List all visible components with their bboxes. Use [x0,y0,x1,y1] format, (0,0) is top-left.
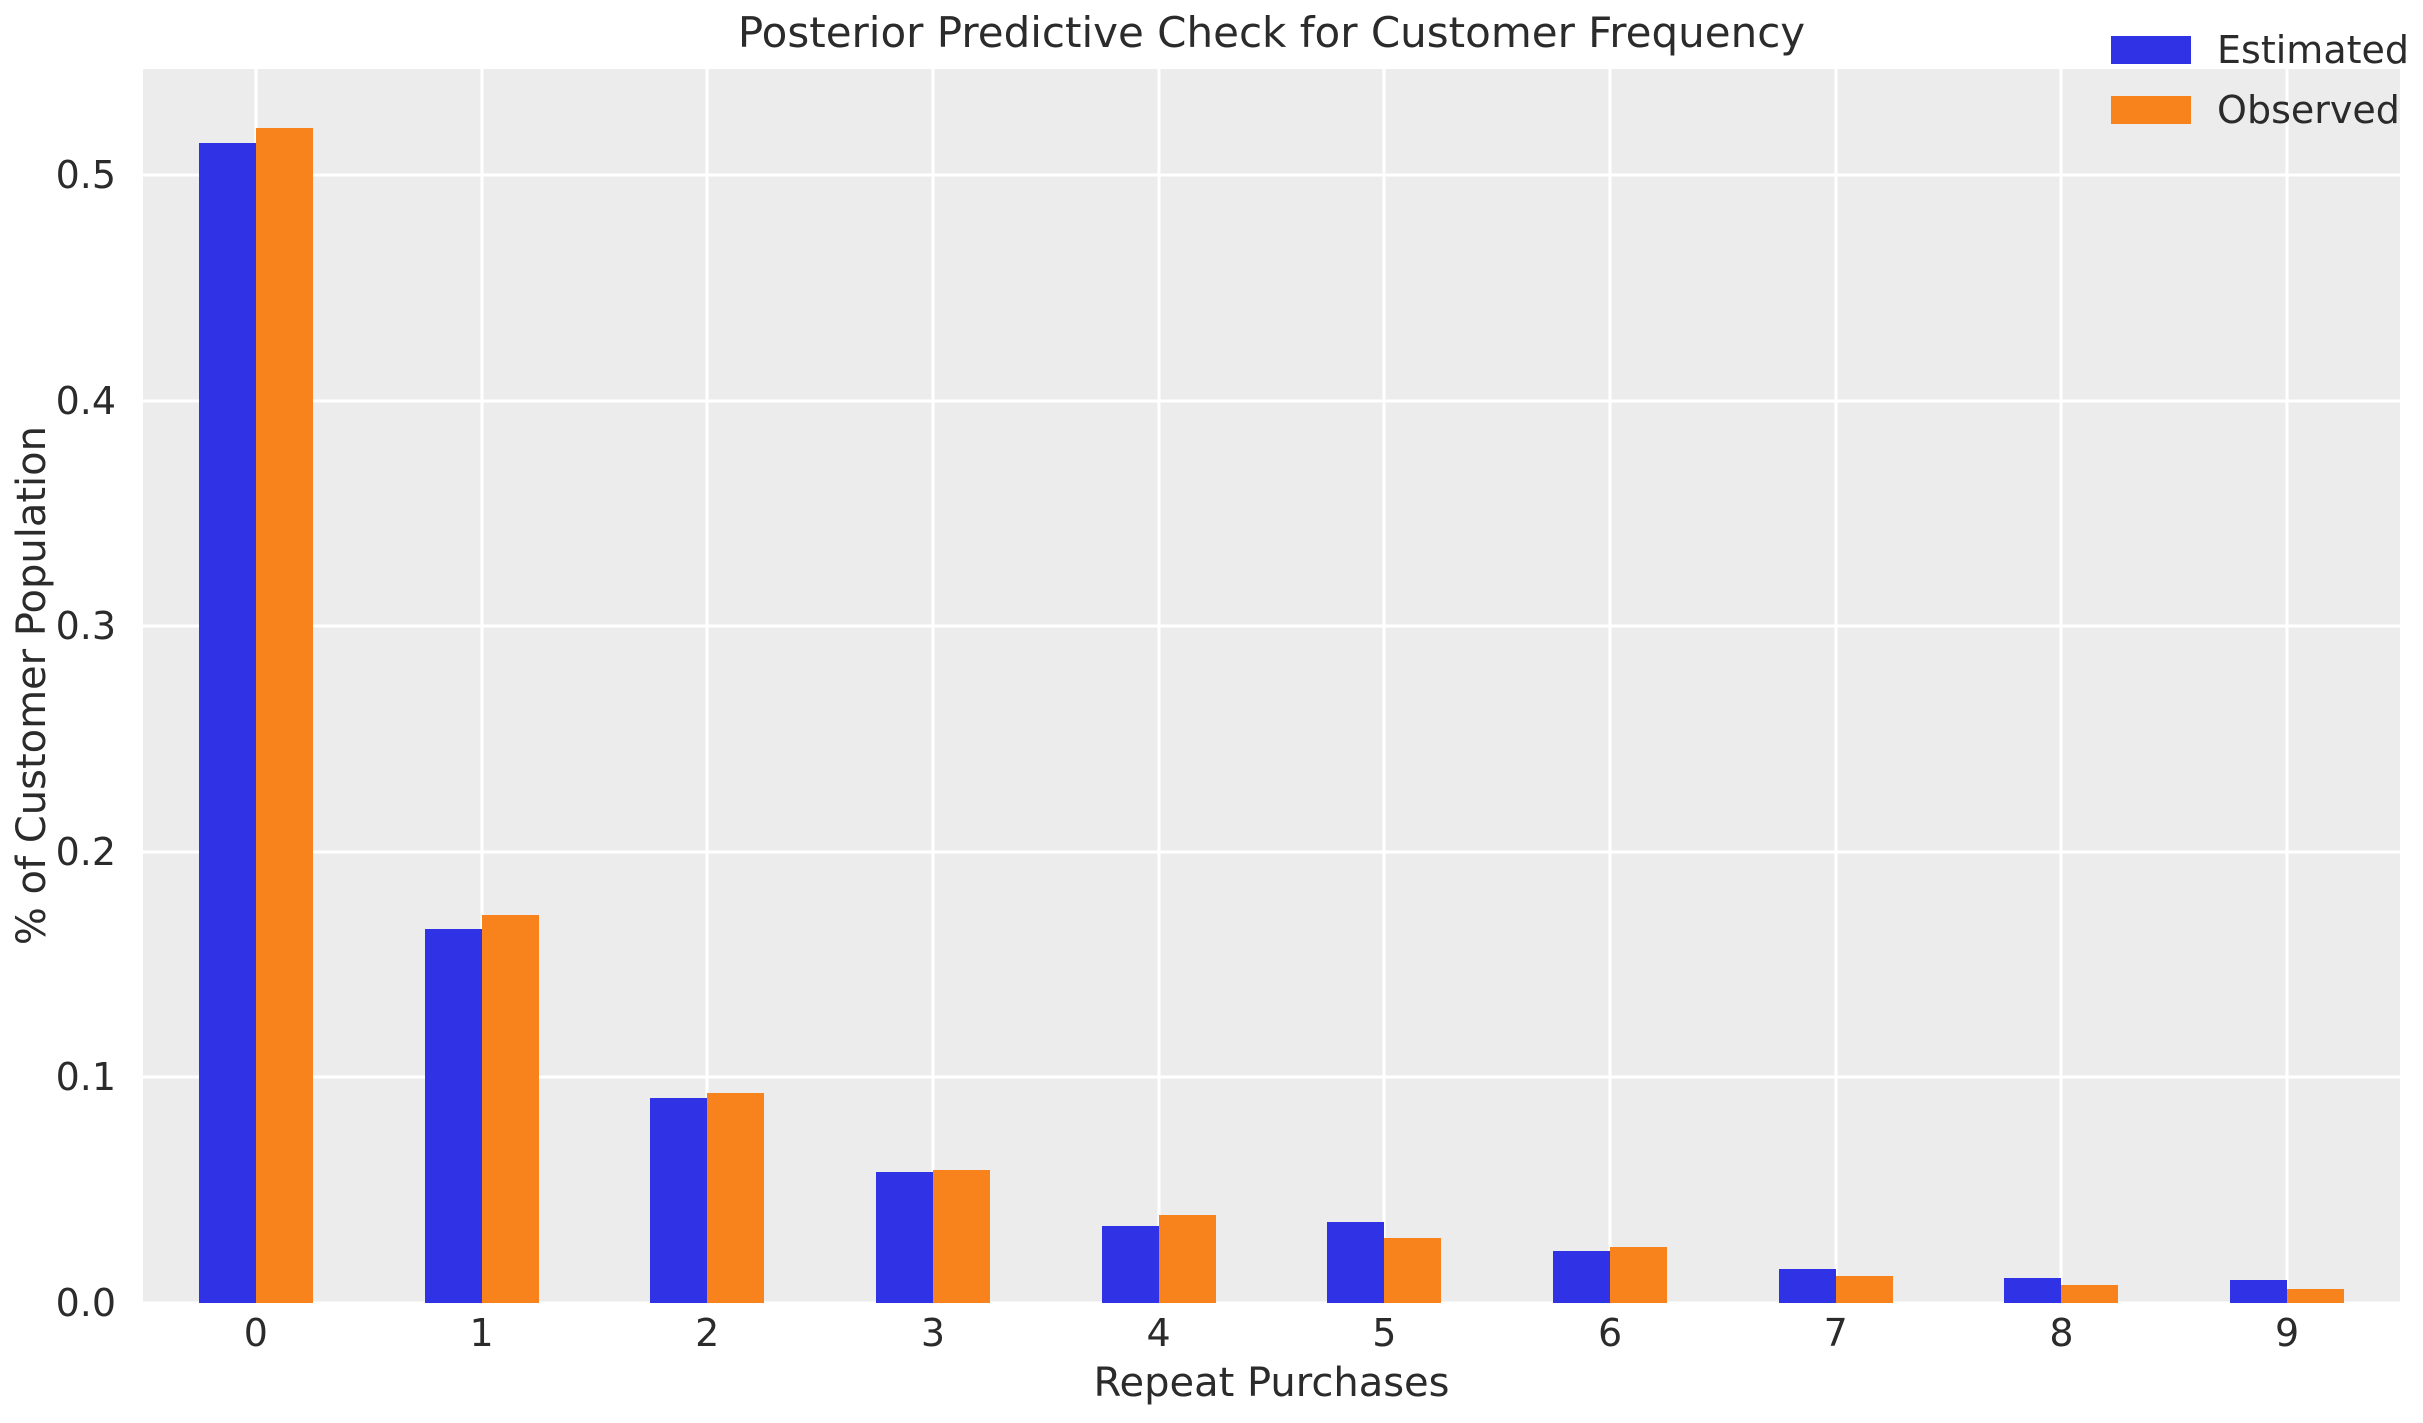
x-axis-tick-labels: 0 1 2 3 4 5 6 7 8 9 [143,1311,2400,1361]
x-tick-label-1: 1 [469,1311,494,1355]
x-tick-label-5: 5 [1372,1311,1397,1355]
bar-observed-8 [2061,1284,2119,1303]
bar-observed-9 [2287,1289,2345,1303]
x-tick-label-0: 0 [243,1311,268,1355]
bar-estimated-6 [1553,1251,1611,1303]
y-tick-label-0.3: 0.3 [55,604,116,649]
gridline-horizontal-0.2 [143,850,2400,854]
bar-observed-5 [1384,1237,1442,1303]
x-tick-label-6: 6 [1597,1311,1623,1355]
y-tick-label-0.5: 0.5 [55,153,116,198]
legend-item-estimated: Estimated [2111,28,2409,72]
gridline-vertical-7 [1834,69,1838,1303]
bar-estimated-4 [1101,1226,1159,1303]
bar-estimated-7 [1778,1269,1836,1303]
x-tick-label-9: 9 [2275,1311,2300,1355]
y-tick-label-0.0: 0.0 [55,1281,116,1325]
chart-title: Posterior Predictive Check for Customer … [737,8,1806,57]
bar-estimated-3 [875,1172,933,1303]
y-tick-label-0.4: 0.4 [55,378,116,423]
y-axis-tick-labels: 0.0 0.1 0.2 0.3 0.4 0.5 [0,69,130,1325]
bar-estimated-0 [198,143,256,1303]
bar-observed-4 [1158,1215,1216,1303]
y-tick-label-0.2: 0.2 [55,829,116,874]
gridline-horizontal-0.3 [143,624,2400,628]
legend-label-observed: Observed [2217,88,2400,132]
legend-swatch-observed [2111,96,2192,124]
bar-observed-3 [932,1169,990,1303]
x-tick-label-4: 4 [1146,1311,1171,1355]
x-tick-label-7: 7 [1823,1311,1848,1355]
y-tick-label-0.1: 0.1 [55,1055,116,1100]
bar-estimated-5 [1327,1221,1385,1303]
gridline-vertical-6 [1608,69,1612,1303]
bar-observed-2 [707,1093,765,1303]
bar-observed-1 [481,914,539,1303]
gridline-vertical-1 [480,69,484,1303]
gridline-vertical-8 [2059,69,2063,1303]
gridline-horizontal-0.4 [143,399,2400,403]
plot-area [143,69,2400,1305]
x-tick-label-3: 3 [920,1311,946,1355]
bar-estimated-2 [650,1097,708,1303]
x-tick-label-2: 2 [695,1311,720,1355]
bar-estimated-8 [2004,1278,2062,1303]
bar-observed-0 [255,127,313,1303]
bar-observed-6 [1610,1246,1668,1303]
legend-item-observed: Observed [2111,88,2409,132]
bar-estimated-1 [424,928,482,1303]
x-tick-label-8: 8 [2049,1311,2074,1355]
gridline-vertical-9 [2285,69,2289,1303]
x-axis-label: Repeat Purchases [1093,1360,1450,1406]
legend-swatch-estimated [2111,36,2192,64]
gridline-vertical-2 [705,69,709,1303]
legend: Estimated Observed [2111,28,2409,132]
gridline-vertical-5 [1382,69,1386,1303]
bar-estimated-9 [2230,1280,2288,1303]
gridline-horizontal-0.5 [143,173,2400,177]
legend-label-estimated: Estimated [2217,28,2409,72]
gridline-vertical-4 [1157,69,1161,1303]
gridline-horizontal-0.0 [143,1301,2400,1305]
gridline-horizontal-0.1 [143,1075,2400,1079]
gridline-vertical-3 [931,69,935,1303]
bar-observed-7 [1835,1275,1893,1303]
